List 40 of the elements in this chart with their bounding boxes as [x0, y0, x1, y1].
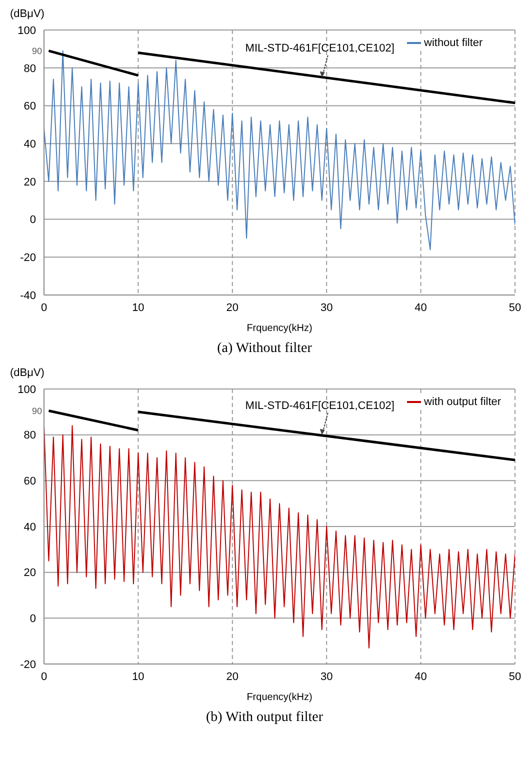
x-tick-label: 0: [40, 670, 48, 683]
y-tick-label: -20: [20, 252, 36, 264]
x-tick-label: 10: [132, 302, 144, 314]
y-tick-label: 40: [24, 138, 36, 150]
legend-label: without filter: [423, 37, 484, 49]
y-tick-label: 20: [24, 567, 36, 580]
x-tick-label: 40: [414, 302, 427, 314]
y-tick-label: 60: [24, 476, 36, 488]
y-tick-label: 20: [24, 176, 36, 188]
text: 90: [32, 406, 42, 416]
x-tick-label: 0: [40, 302, 48, 314]
x-tick-label: 50: [508, 302, 522, 314]
x-axis-title: Frquency(kHz): [246, 692, 312, 703]
annotation: MIL-STD-461F[CE101,CE102]: [245, 400, 394, 412]
line-series: [44, 425, 515, 648]
y-tick-label: 80: [24, 62, 36, 75]
y-tick-label: 60: [24, 100, 36, 113]
y-tick-label: 100: [18, 384, 36, 396]
text: (b) With output filter: [205, 710, 324, 726]
y-tick-label: 0: [30, 613, 36, 626]
x-axis-title: Frquency(kHz): [246, 323, 312, 334]
annotation: MIL-STD-461F[CE101,CE102]: [245, 42, 394, 54]
y-axis-title: (dBμV): [10, 8, 46, 22]
y-tick-label: 80: [24, 430, 36, 442]
text: 90: [32, 46, 42, 56]
x-tick-label: 10: [132, 670, 144, 683]
y-axis-title: (dBμV): [10, 367, 46, 381]
y-tick-label: 0: [30, 214, 36, 226]
y-tick-label: -20: [20, 658, 36, 671]
y-tick-label: -40: [20, 290, 36, 302]
text: (a) Without filter: [216, 341, 313, 357]
x-tick-label: 20: [226, 302, 239, 314]
legend-label: with output filter: [423, 396, 502, 408]
y-tick-label: 40: [24, 521, 36, 534]
x-tick-label: 40: [414, 670, 427, 683]
x-tick-label: 30: [320, 670, 333, 683]
x-tick-label: 30: [320, 302, 333, 314]
x-tick-label: 20: [226, 670, 239, 683]
x-tick-label: 50: [508, 670, 522, 683]
y-tick-label: 100: [18, 24, 36, 37]
